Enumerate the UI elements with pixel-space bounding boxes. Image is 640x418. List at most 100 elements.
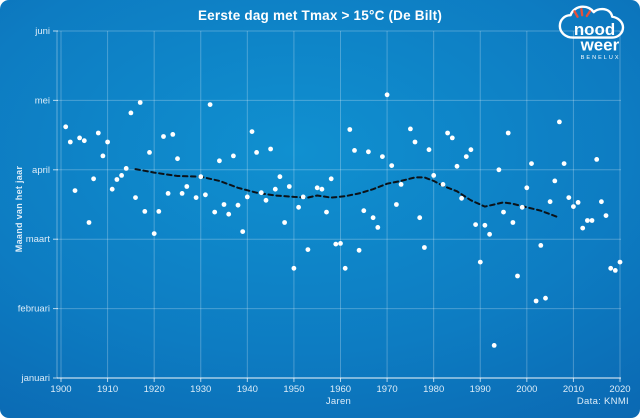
data-point (254, 150, 259, 155)
data-point (296, 204, 301, 210)
data-point (193, 195, 199, 201)
trend-line (134, 168, 561, 219)
data-point (487, 231, 492, 237)
data-point (477, 259, 483, 265)
data-point (510, 220, 516, 225)
chart-title: Eerste dag met Tmax > 15°C (De Bilt) (197, 8, 443, 23)
data-point (165, 191, 171, 196)
data-point (519, 204, 525, 210)
data-point (72, 188, 78, 194)
logo-word-1: nood (574, 20, 615, 39)
data-point (203, 192, 208, 198)
data-point (170, 132, 176, 137)
data-point (571, 204, 576, 210)
data-point (585, 218, 590, 223)
y-tick-label: mei (35, 95, 50, 106)
data-point (151, 231, 157, 237)
logo-word-3: BENELUX (581, 55, 621, 61)
data-point (575, 200, 581, 205)
data-point (179, 191, 185, 196)
data-point (449, 135, 455, 141)
data-point (161, 134, 166, 139)
data-point (454, 163, 460, 169)
data-point (175, 156, 180, 162)
y-axis-title: Maand van het jaar (14, 165, 24, 253)
data-point (580, 225, 586, 231)
data-point (505, 130, 511, 136)
data-point (156, 209, 162, 214)
data-point (370, 215, 376, 221)
data-point (258, 190, 264, 196)
data-point (272, 186, 278, 192)
data-point (547, 199, 553, 205)
data-point (422, 245, 427, 250)
x-tick-label: 1960 (330, 384, 351, 395)
data-point (137, 100, 143, 105)
noodweer-benelux-logo: nood weer BENELUX (558, 5, 625, 61)
data-point (217, 158, 222, 164)
data-point (305, 247, 311, 253)
data-point (482, 222, 488, 228)
y-tick-label: juni (34, 26, 50, 37)
data-point (328, 176, 334, 182)
data-point (612, 268, 618, 273)
x-tick-label: 1900 (50, 384, 71, 395)
data-point (95, 130, 101, 136)
data-point (231, 153, 236, 159)
data-point (100, 153, 106, 159)
data-point (426, 147, 432, 153)
data-point (356, 247, 362, 253)
data-point (459, 195, 464, 201)
data-point (375, 225, 381, 230)
data-point (440, 182, 446, 187)
data-point (240, 229, 246, 235)
data-point (380, 154, 385, 160)
data-point (300, 194, 306, 200)
data-point (557, 119, 562, 125)
data-point (244, 194, 250, 200)
data-point (91, 176, 96, 182)
x-tick-label: 2010 (563, 384, 584, 395)
data-point (184, 184, 190, 189)
data-point (468, 147, 474, 153)
data-point (128, 110, 134, 116)
data-point (212, 209, 218, 215)
data-point (314, 185, 320, 191)
data-point (408, 126, 413, 132)
data-point (398, 182, 404, 187)
x-tick-label: 1970 (377, 384, 398, 395)
data-point (86, 220, 92, 225)
data-point (566, 195, 572, 201)
y-tick-label: april (32, 165, 50, 176)
data-point (394, 202, 399, 207)
data-point (515, 273, 520, 279)
data-point (291, 265, 297, 271)
data-point (384, 92, 390, 98)
data-point (561, 161, 567, 167)
cloud-icon (558, 5, 625, 39)
data-point (277, 174, 283, 180)
x-tick-label: 1950 (283, 384, 304, 395)
data-point (338, 241, 343, 246)
data-point (533, 298, 539, 304)
data-point (608, 265, 614, 271)
x-tick-label: 1980 (423, 384, 444, 395)
x-tick-label: 1910 (97, 384, 118, 395)
data-point (81, 138, 87, 144)
data-point (67, 139, 73, 145)
data-point (417, 215, 423, 221)
data-point (463, 154, 469, 160)
data-point (524, 185, 530, 191)
data-point (123, 166, 129, 171)
data-point (114, 177, 120, 182)
data-point (352, 148, 357, 153)
logo-word-2: weer (580, 36, 620, 55)
data-point (589, 218, 595, 223)
data-point (342, 265, 348, 271)
data-point (109, 186, 115, 192)
data-point (501, 209, 506, 215)
data-point (603, 213, 609, 219)
data-point (286, 184, 292, 189)
y-tick-label: maart (26, 234, 51, 245)
